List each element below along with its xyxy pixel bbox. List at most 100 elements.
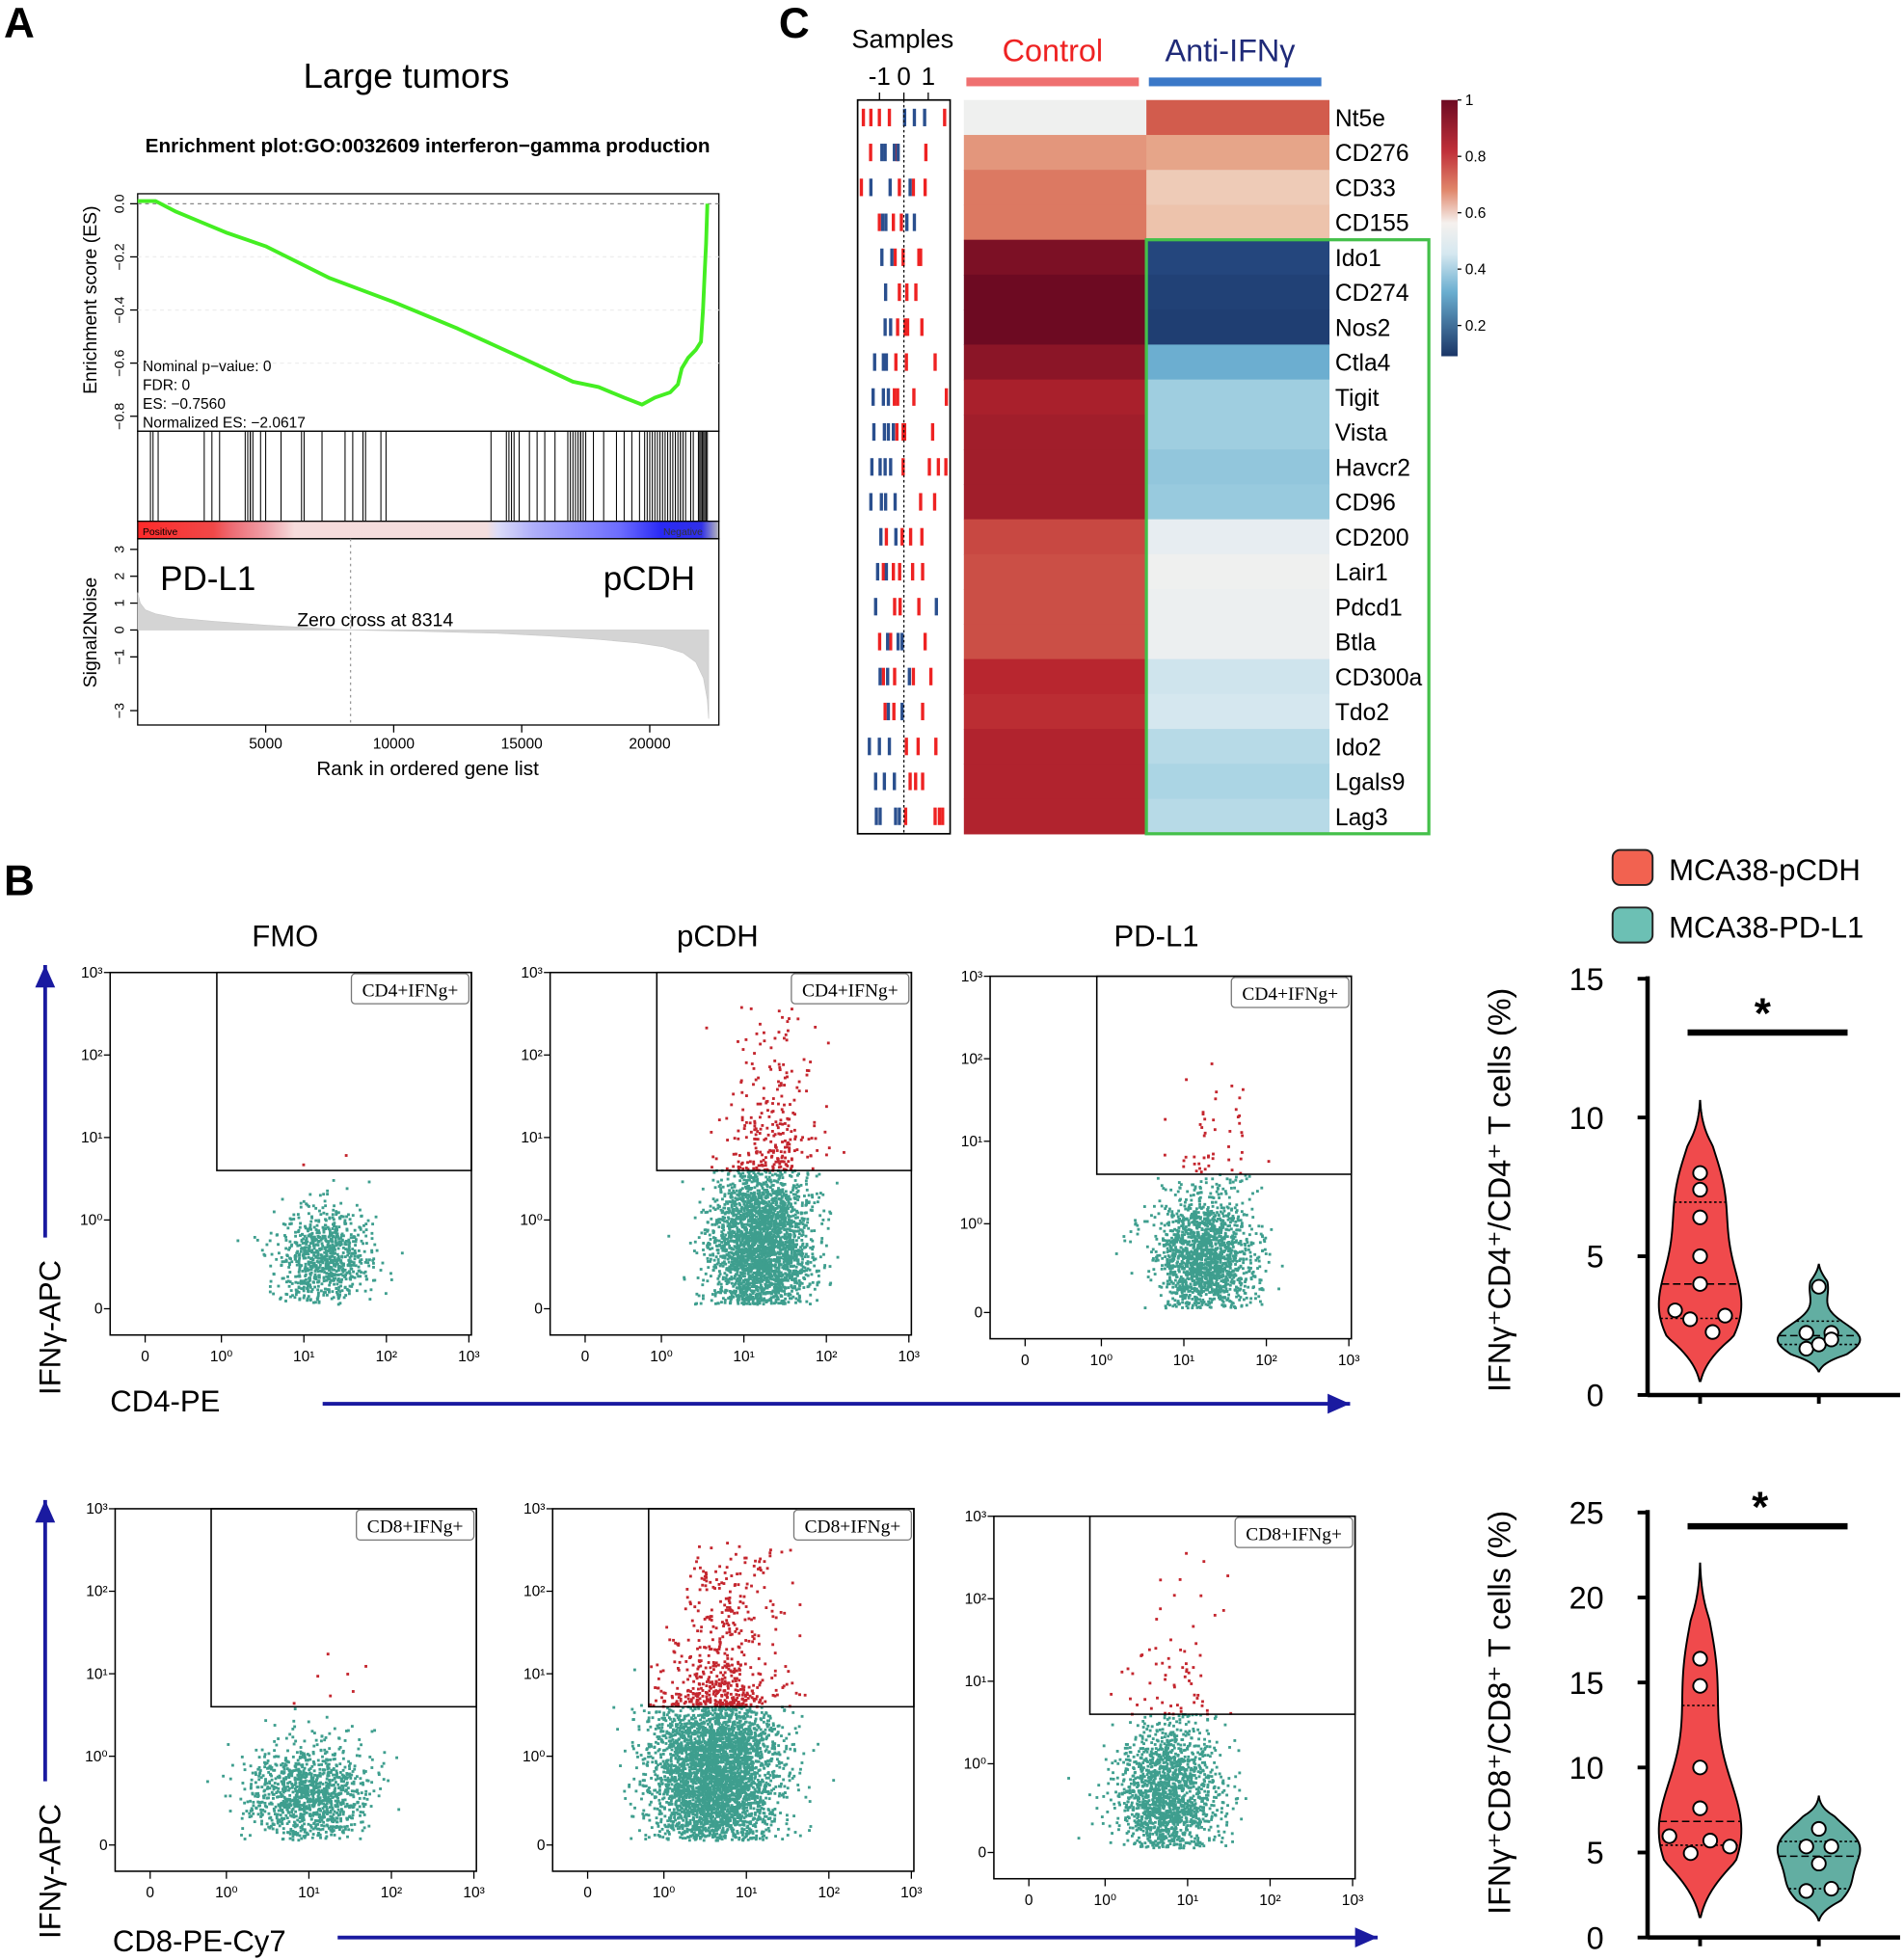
event-dot <box>737 1254 740 1257</box>
event-dot <box>349 1236 353 1240</box>
event-dot <box>789 1236 792 1239</box>
event-dot <box>761 1272 764 1275</box>
event-dot <box>804 1252 808 1256</box>
event-dot-positive <box>825 1153 828 1157</box>
event-dot-positive <box>765 1099 769 1103</box>
event-dot <box>728 1200 731 1203</box>
gene-label: Vista <box>1335 420 1388 446</box>
event-dot <box>774 1220 778 1223</box>
event-dot <box>1209 1192 1213 1195</box>
event-dot <box>774 1298 778 1302</box>
event-dot <box>721 1232 725 1236</box>
event-dot <box>779 1207 783 1211</box>
event-dot <box>772 1242 776 1246</box>
event-dot <box>734 1292 737 1295</box>
gsea-xlabel: Rank in ordered gene list <box>316 758 539 780</box>
event-dot <box>337 1237 341 1241</box>
event-dot <box>1173 1193 1177 1196</box>
event-dot <box>312 1235 316 1239</box>
event-dot <box>767 1246 771 1249</box>
event-dot <box>750 1246 754 1249</box>
event-dot <box>782 1254 785 1257</box>
y-tick-label: 0 <box>534 1302 543 1318</box>
event-dot <box>772 1285 776 1289</box>
event-dot <box>711 1222 714 1226</box>
event-dot <box>761 1213 764 1217</box>
event-dot <box>736 1197 739 1201</box>
event-dot <box>340 1233 343 1237</box>
event-dot <box>310 1215 313 1219</box>
event-dot <box>339 1284 342 1288</box>
event-dot <box>729 1183 733 1187</box>
event-dot <box>317 1301 321 1304</box>
event-dot-positive <box>748 1121 752 1125</box>
event-dot <box>306 1297 309 1301</box>
event-dot <box>789 1173 791 1177</box>
event-dot <box>799 1212 803 1216</box>
sample-mark-anti <box>872 422 876 442</box>
event-dot <box>284 1300 287 1302</box>
event-dot <box>713 1289 716 1293</box>
event-dot <box>788 1247 791 1250</box>
event-dot <box>781 1188 785 1192</box>
event-dot <box>713 1263 717 1267</box>
event-dot <box>744 1239 748 1243</box>
event-dot-positive <box>793 1138 797 1141</box>
event-dot <box>759 1172 763 1176</box>
event-dot <box>771 1250 775 1254</box>
event-dot <box>287 1248 291 1251</box>
event-dot <box>1183 1200 1187 1204</box>
event-dot-positive <box>763 1031 765 1034</box>
event-dot-positive <box>732 1165 736 1168</box>
event-dot <box>759 1265 763 1269</box>
event-dot <box>809 1246 813 1249</box>
event-dot <box>288 1246 292 1249</box>
event-dot <box>339 1236 343 1240</box>
event-dot <box>353 1257 357 1261</box>
event-dot <box>316 1296 320 1300</box>
event-dot <box>781 1176 785 1180</box>
event-dot <box>801 1265 805 1269</box>
event-dot <box>733 1234 737 1238</box>
event-dot <box>788 1292 791 1296</box>
event-dot <box>325 1259 329 1263</box>
event-dot <box>287 1261 291 1265</box>
sample-mark-anti <box>893 144 897 162</box>
event-dot-positive <box>814 1137 818 1141</box>
event-dot <box>309 1290 313 1294</box>
event-dot <box>798 1262 801 1266</box>
event-dot <box>307 1212 310 1216</box>
event-dot <box>737 1217 740 1221</box>
heatmap-cell <box>963 693 1147 730</box>
event-dot-positive <box>766 1133 770 1137</box>
event-dot-positive <box>755 1032 759 1035</box>
event-dot <box>783 1224 787 1227</box>
event-dot <box>779 1271 783 1275</box>
event-dot <box>712 1230 715 1233</box>
event-dot <box>755 1206 759 1209</box>
event-dot <box>1170 1266 1174 1270</box>
event-dot <box>280 1263 283 1267</box>
event-dot <box>1171 1304 1175 1308</box>
event-dot <box>775 1286 779 1289</box>
event-dot <box>757 1209 761 1213</box>
event-dot <box>829 1281 833 1285</box>
event-dot <box>790 1249 793 1253</box>
event-dot <box>352 1270 355 1274</box>
sample-mark-control <box>895 422 899 442</box>
event-dot <box>297 1270 301 1274</box>
event-dot-positive <box>791 1165 794 1168</box>
event-dot <box>760 1243 764 1247</box>
gene-label: CD300a <box>1335 665 1423 691</box>
event-dot <box>349 1259 352 1263</box>
event-dot <box>776 1240 780 1244</box>
event-dot <box>780 1173 784 1176</box>
event-dot <box>1251 1216 1255 1219</box>
event-dot-positive <box>754 1133 758 1137</box>
event-dot <box>805 1269 809 1273</box>
event-dot <box>762 1221 765 1224</box>
event-dot <box>737 1279 741 1282</box>
event-dot <box>328 1216 332 1220</box>
event-dot <box>760 1210 763 1213</box>
